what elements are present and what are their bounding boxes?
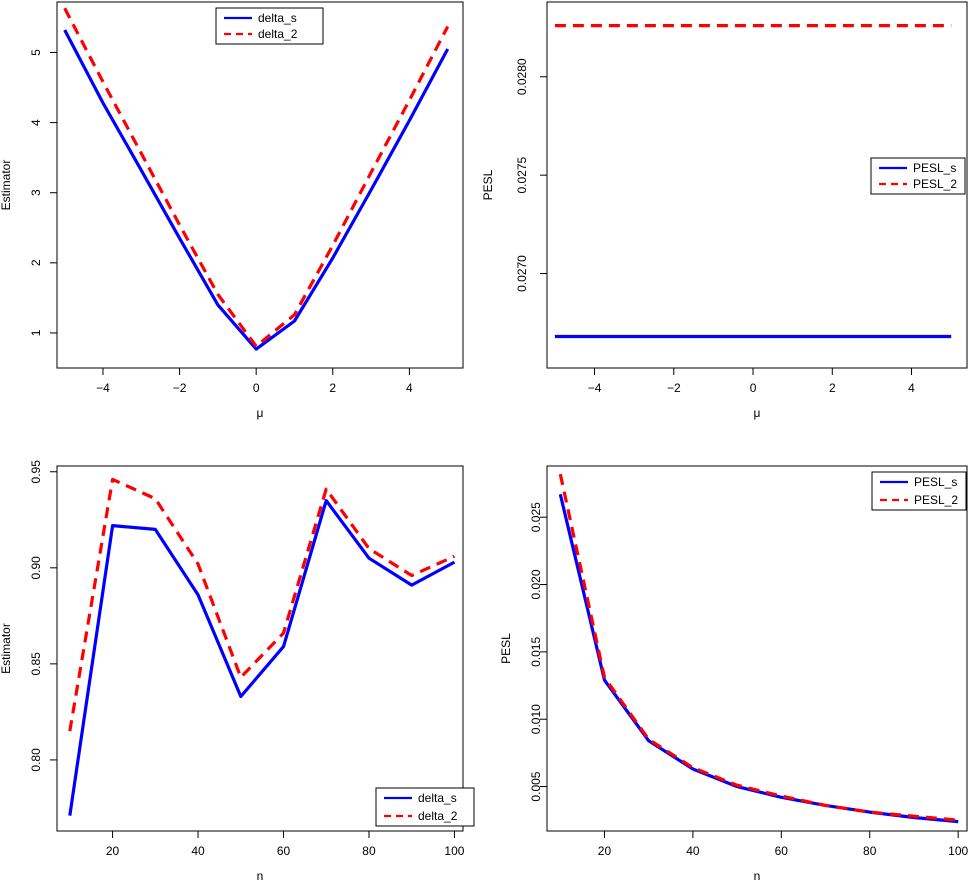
y-tick-label: 0.0270 — [515, 255, 529, 292]
x-tick-label: −2 — [173, 381, 187, 395]
x-tick-label: 2 — [829, 381, 836, 395]
y-tick-label: 1 — [29, 329, 43, 336]
x-tick-label: 0 — [750, 381, 757, 395]
legend-entry: PESL_2 — [914, 493, 958, 507]
series-line-pesl-s — [558, 493, 959, 824]
x-tick-label: 2 — [329, 381, 336, 395]
x-tick-label: 60 — [277, 844, 291, 858]
legend-entry: delta_s — [258, 11, 297, 25]
chart-panel-1: −4 −2 0 2 4 1 2 3 4 5 μ Estimator delta_s delta_2 — [0, 1, 464, 420]
series-line-delta-s — [68, 499, 456, 816]
legend: PESL_s PESL_2 — [870, 157, 966, 195]
y-tick-label: 2 — [29, 259, 43, 266]
x-tick-label: 4 — [406, 381, 413, 395]
legend-box — [375, 787, 475, 827]
x-axis-label: n — [257, 869, 264, 883]
series-line-delta-2 — [63, 7, 450, 348]
x-tick-label: −4 — [96, 381, 110, 395]
x-tick-label: 80 — [863, 844, 877, 858]
y-axis-label: PESL — [481, 169, 495, 200]
y-tick-label: 4 — [29, 119, 43, 126]
legend-entry: PESL_2 — [913, 177, 957, 191]
x-tick-label: 60 — [775, 844, 789, 858]
legend: delta_s delta_2 — [375, 787, 475, 827]
legend-box — [870, 157, 966, 195]
x-tick-label: −2 — [667, 381, 681, 395]
y-tick-label: 0.0275 — [515, 156, 529, 193]
legend-entry: PESL_s — [914, 475, 957, 489]
x-tick-label: 20 — [106, 844, 120, 858]
y-tick-label: 0.0280 — [515, 58, 529, 95]
y-tick-label: 5 — [29, 49, 43, 56]
legend-entry: delta_s — [418, 791, 457, 805]
x-tick-label: 20 — [598, 844, 612, 858]
x-tick-label: −4 — [588, 381, 602, 395]
y-axis-label: PESL — [499, 633, 513, 664]
y-tick-label: 0.025 — [529, 502, 543, 532]
chart-panel-4: 20 40 60 80 100 0.005 0.010 0.015 0.020 0.025 n PES… — [499, 465, 968, 883]
series-line-delta-2 — [68, 477, 456, 732]
legend-entry: PESL_s — [913, 161, 956, 175]
plot-frame — [546, 465, 968, 832]
x-axis-label: μ — [257, 406, 264, 420]
legend-box — [215, 7, 324, 45]
x-tick-label: 100 — [444, 844, 464, 858]
y-tick-label: 0.010 — [529, 704, 543, 734]
y-tick-label: 0.80 — [29, 748, 43, 772]
chart-panel-2: −4 −2 0 2 40.02700.02750.0280μPESLPESL_sPESL… — [481, 1, 968, 420]
plot-frame — [56, 1, 464, 369]
legend-box — [871, 471, 967, 511]
x-tick-label: 4 — [908, 381, 915, 395]
y-tick-label: 0.005 — [529, 771, 543, 801]
plot-frame — [546, 1, 968, 369]
legend: delta_s delta_2 — [215, 7, 324, 45]
x-tick-label: 40 — [686, 844, 700, 858]
y-tick-label: 0.015 — [529, 637, 543, 667]
y-tick-label: 0.90 — [29, 556, 43, 580]
legend-entry: delta_2 — [418, 809, 458, 823]
x-tick-label: 80 — [362, 844, 376, 858]
plot-frame — [56, 465, 464, 832]
y-tick-label: 0.85 — [29, 652, 43, 676]
legend-entry: delta_2 — [258, 27, 298, 41]
series-line-pesl-2 — [558, 473, 959, 822]
legend: PESL_s PESL_2 — [871, 471, 967, 511]
y-tick-label: 0.95 — [29, 460, 43, 484]
x-axis-label: n — [754, 869, 761, 883]
x-tick-label: 100 — [948, 844, 968, 858]
x-tick-label: 40 — [191, 844, 205, 858]
x-axis-label: μ — [754, 406, 761, 420]
y-axis-label: Estimator — [0, 160, 13, 211]
y-tick-label: 3 — [29, 189, 43, 196]
chart-panel-3: 20 40 60 80 100 0.80 0.85 0.90 0.95 n Estimator del… — [0, 460, 475, 883]
y-tick-label: 0.020 — [529, 569, 543, 599]
series-line-delta-s — [63, 29, 450, 351]
y-axis-label: Estimator — [0, 623, 13, 674]
x-tick-label: 0 — [253, 381, 260, 395]
